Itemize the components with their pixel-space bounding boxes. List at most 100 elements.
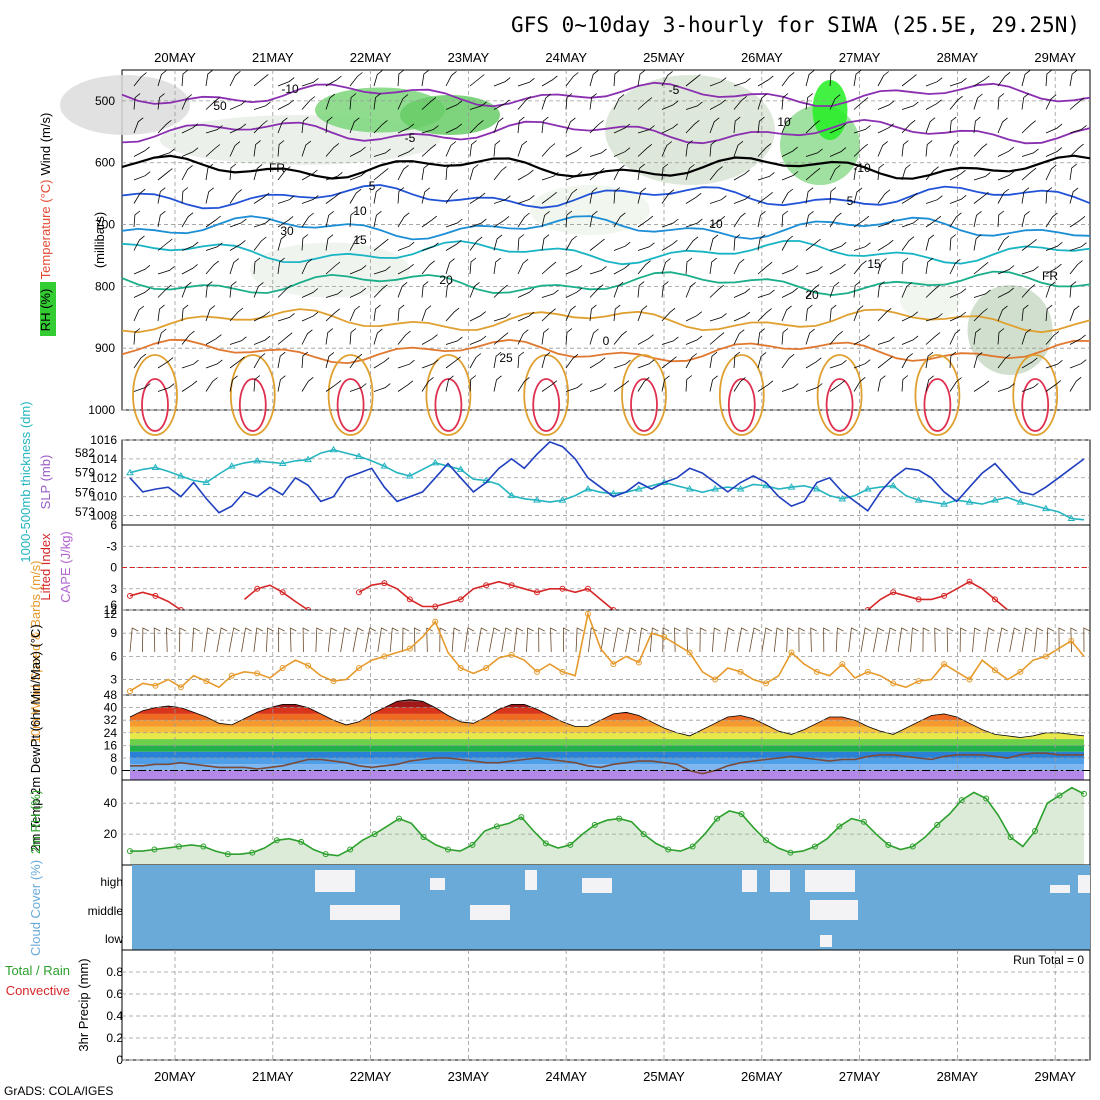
rh-point [200,843,207,850]
wind-barb [637,334,654,345]
wind-barb [157,284,172,298]
wind-barb [661,189,675,204]
wind-barb-10m [959,627,967,653]
wind-speed-point [991,667,998,674]
wind-barb [133,328,141,345]
thickness-point [940,500,948,507]
wind-barb [349,287,367,298]
wind-barb [373,210,382,228]
wind-barb [829,187,837,204]
precip-tick: 0.6 [106,987,123,1001]
wind-barb [277,99,294,110]
wind-barb [421,97,437,110]
wind-barb [133,72,147,87]
wind-barb [397,94,409,110]
wind-barb [301,311,319,322]
wind-barb [925,140,933,157]
isotherm-line [121,240,1091,266]
wind-barb [661,123,679,134]
wind-barb [397,263,414,275]
wind-barb [925,215,942,228]
wind-barb [877,189,891,204]
rh-point [347,846,354,853]
wind-barb [445,100,463,110]
lifted-index-point [381,580,388,587]
wind-barb [637,242,655,251]
wind-barb [205,260,220,275]
wind-barb [181,359,199,369]
wind-barb-10m [377,627,388,653]
wind-barb [901,140,909,157]
wind-barb [229,141,241,157]
wind-speed-point [763,680,769,687]
wind-barb [757,210,766,228]
wind-barb [301,96,316,110]
wind-barb [1069,242,1087,251]
wind-barb [181,123,199,134]
thickness-point [558,496,567,503]
wind-barb [925,332,941,345]
isotherm-loop [914,354,961,436]
wind-barb [1045,241,1063,251]
wind-barb [829,241,847,251]
rh-point [591,821,598,828]
lifted-index-point [254,585,261,592]
wind-barb [493,351,502,369]
wind-barb [469,74,485,87]
slp-tick: 1008 [90,509,117,523]
rh-point [493,823,500,830]
wind-barb [973,328,981,345]
wind-barb [901,335,919,345]
wind-barb [349,265,367,275]
date-label-bottom: 20MAY [154,1069,196,1084]
rh-point [1032,828,1039,834]
wind-barb [421,144,437,157]
wind-barb [445,123,463,134]
wind-barb [469,236,483,251]
wind-barb [373,187,382,204]
wind-barb [781,305,792,322]
wind-barb [901,74,917,87]
wind-barb [637,143,653,157]
wind-barb [469,353,482,369]
wind-tick: 6 [110,649,117,663]
wind-barb [853,163,861,181]
wind-barb [805,93,813,110]
wind-barb-10m [600,627,611,653]
rh-point [909,843,916,850]
wind-barb [229,356,245,369]
wind-barb [637,69,646,87]
wind-barb [1021,357,1038,369]
thickness-point [533,496,541,503]
wind-barb-10m [897,627,908,653]
date-label-top: 20MAY [154,50,196,65]
rh-point [567,841,574,848]
wind-barb [445,163,453,181]
wind-barb-10m [972,627,981,653]
wind-barb [1021,93,1029,110]
wind-barb-10m [352,627,364,653]
wind-barb [781,117,792,134]
wind-barb [205,69,214,87]
isotherm-line [121,308,1091,334]
wind-barb-10m [216,627,228,653]
wind-barb [589,238,605,251]
lifted-index-point [406,596,413,603]
wind-barb [373,328,383,345]
lifted-index-point [127,592,133,599]
wind-barb [421,334,438,345]
wind-barb [685,192,702,204]
wind-barb [685,164,695,181]
wind-speed-line [129,610,1085,692]
wind-barb [949,258,961,275]
wind-barb [349,93,357,110]
cloud-gap [770,870,790,892]
footer-credit: GrADS: COLA/IGES [4,1084,113,1098]
wind-barb [613,330,627,345]
isotherm-loop [336,378,365,432]
wind-barb [781,353,795,369]
wind-barb [181,380,198,392]
date-label-bottom: 28MAY [937,1069,979,1084]
rh-point [1007,834,1014,841]
wind-barb [133,235,145,251]
